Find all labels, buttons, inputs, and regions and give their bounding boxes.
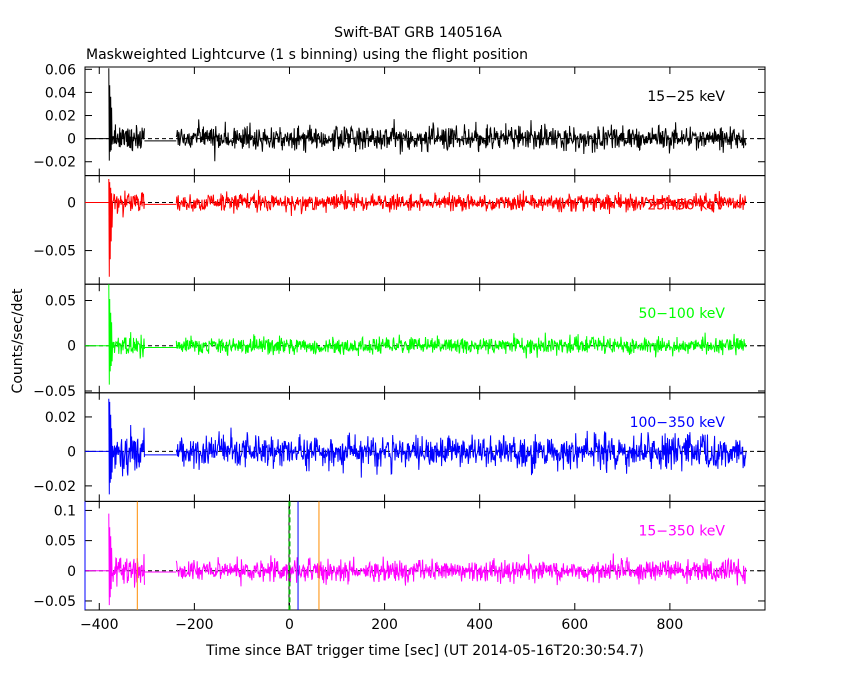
lightcurve-series <box>85 178 747 277</box>
y-tick-label: 0 <box>67 339 76 355</box>
y-tick-label: 0.06 <box>45 62 76 78</box>
y-tick-label: 0.1 <box>54 503 76 519</box>
y-tick-label: −0.05 <box>33 244 76 260</box>
panel-band-label: 25−50 keV <box>647 198 725 214</box>
x-tick-label: 0 <box>285 617 294 633</box>
chart-title: Swift-BAT GRB 140516A <box>334 25 502 41</box>
y-tick-label: 0.02 <box>45 410 76 426</box>
x-tick-label: 200 <box>371 617 398 633</box>
panel-band-label: 50−100 keV <box>638 306 725 322</box>
panel-3: −0.05 0 0.05 50−100 keV <box>33 283 766 400</box>
y-tick-label: 0.02 <box>45 109 76 125</box>
x-tick-label: 400 <box>466 617 493 633</box>
panel-4: −0.02 0 0.02 100−350 keV <box>33 392 766 502</box>
y-tick-label: 0.04 <box>45 85 76 101</box>
y-tick-label: 0.05 <box>45 534 76 550</box>
y-tick-label: 0 <box>67 196 76 212</box>
panel-band-label: 15−350 keV <box>638 523 725 539</box>
y-tick-label: −0.02 <box>33 479 76 495</box>
x-tick-label: −200 <box>175 617 213 633</box>
y-tick-label: 0.05 <box>45 293 76 309</box>
lightcurve-series <box>85 68 747 162</box>
y-tick-label: 0 <box>67 444 76 460</box>
x-axis-label: Time since BAT trigger time [sec] (UT 20… <box>205 643 644 659</box>
y-tick-label: −0.05 <box>33 594 76 610</box>
panel-band-label: 15−25 keV <box>647 89 725 105</box>
panel-2: −0.05 0 25−50 keV <box>33 175 766 285</box>
panel-band-label: 100−350 keV <box>630 415 726 431</box>
y-axis-label: Counts/sec/det <box>10 288 26 393</box>
panel-frame <box>84 500 766 611</box>
x-tick-label: 600 <box>561 617 588 633</box>
chart-subtitle: Maskweighted Lightcurve (1 s binning) us… <box>86 47 528 63</box>
panel-5: −0.05 0 0.05 0.1 −400 −200 0 200 400 600 800 15−350… <box>33 500 766 633</box>
y-tick-label: −0.02 <box>33 155 76 171</box>
x-tick-label: 800 <box>657 617 684 633</box>
y-tick-label: 0 <box>67 564 76 580</box>
y-tick-label: 0 <box>67 132 76 148</box>
lightcurve-series <box>85 513 747 606</box>
panel-frame <box>84 66 766 177</box>
panels-layer: −0.02 0 0.02 0.04 0.06 15−25 keV −0.05 0 25−50 k… <box>33 62 766 633</box>
lightcurve-series <box>85 398 747 495</box>
lightcurve-series <box>85 284 747 385</box>
x-tick-label: −400 <box>80 617 118 633</box>
y-tick-label: −0.05 <box>33 384 76 400</box>
panel-frame <box>84 175 766 285</box>
panel-1: −0.02 0 0.02 0.04 0.06 15−25 keV <box>33 62 766 177</box>
